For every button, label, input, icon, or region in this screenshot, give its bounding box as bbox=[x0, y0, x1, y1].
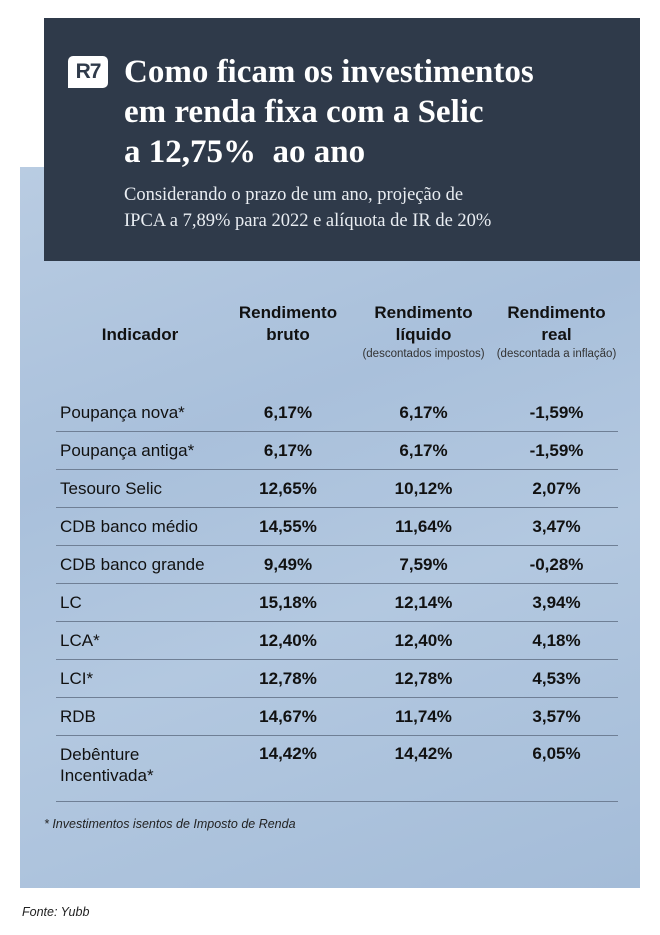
table-body: Poupança nova* 6,17% 6,17% -1,59% Poupança a… bbox=[56, 394, 618, 802]
table-row: CDB banco grande 9,49% 7,59% -0,28% bbox=[56, 545, 618, 584]
table-row: LCA* 12,40% 12,40% 4,18% bbox=[56, 621, 618, 660]
rendimento-bruto-cell: 9,49% bbox=[224, 545, 352, 584]
rendimento-bruto-cell: 12,40% bbox=[224, 621, 352, 660]
table-header-row: Indicador Rendimento bruto Rendimento lí… bbox=[56, 302, 618, 394]
indicator-name: LCA* bbox=[60, 631, 100, 650]
indicator-name-cell: Tesouro Selic bbox=[56, 469, 224, 508]
indicator-name: LCI* bbox=[60, 669, 94, 688]
page-subtitle: Considerando o prazo de um ano, projeção… bbox=[124, 182, 624, 234]
rendimento-liquido-cell: 12,14% bbox=[352, 583, 495, 622]
source-credit: Fonte: Yubb bbox=[22, 905, 90, 919]
rendimento-liquido-cell: 10,12% bbox=[352, 469, 495, 508]
subtitle-line: IPCA a 7,89% para 2022 e alíquota de IR … bbox=[124, 211, 492, 231]
indicator-name: LC bbox=[60, 593, 82, 612]
column-header-note: (descontados impostos) bbox=[362, 348, 485, 360]
footnote: * Investimentos isentos de Imposto de Re… bbox=[44, 817, 296, 831]
rendimento-bruto-cell: 15,18% bbox=[224, 583, 352, 622]
column-header-real: Rendimento real (descontada a inflação) bbox=[495, 302, 618, 394]
title-line: em renda fixa com a Selic bbox=[124, 94, 484, 130]
column-header-line: Indicador bbox=[101, 325, 179, 344]
rendimento-real-cell: 3,94% bbox=[495, 583, 618, 622]
rendimento-real-cell: 3,47% bbox=[495, 507, 618, 546]
column-header-line: Rendimento bbox=[374, 303, 473, 322]
title-line: Como ficam os investimentos bbox=[124, 54, 534, 90]
indicator-name-cell: Debênture Incentivada* bbox=[56, 735, 224, 802]
rendimento-real-cell: 6,05% bbox=[495, 735, 618, 802]
column-header-liquido: Rendimento líquido (descontados impostos… bbox=[352, 302, 495, 394]
rendimento-bruto-cell: 12,65% bbox=[224, 469, 352, 508]
rendimento-liquido-cell: 12,40% bbox=[352, 621, 495, 660]
indicator-name-cell: Poupança nova* bbox=[56, 394, 224, 432]
column-header-note: (descontada a inflação) bbox=[496, 348, 617, 360]
rendimento-bruto-cell: 14,42% bbox=[224, 735, 352, 802]
subtitle-line: Considerando o prazo de um ano, projeção… bbox=[124, 185, 464, 205]
indicator-name: Poupança nova* bbox=[60, 403, 185, 422]
indicator-name: Incentivada* bbox=[60, 766, 154, 785]
rendimento-liquido-cell: 11,74% bbox=[352, 697, 495, 736]
header-panel: R7 Como ficam os investimentos em renda … bbox=[44, 18, 640, 261]
rendimento-real-cell: 4,53% bbox=[495, 659, 618, 698]
indicator-name: RDB bbox=[60, 707, 96, 726]
indicator-name-cell: CDB banco médio bbox=[56, 507, 224, 546]
indicator-name: Debênture bbox=[60, 745, 140, 764]
title-line: a 12,75% ao ano bbox=[124, 134, 366, 170]
rendimento-bruto-cell: 12,78% bbox=[224, 659, 352, 698]
table-row: CDB banco médio 14,55% 11,64% 3,47% bbox=[56, 507, 618, 546]
rendimento-liquido-cell: 6,17% bbox=[352, 431, 495, 470]
r7-logo: R7 bbox=[68, 56, 108, 88]
indicator-name: CDB banco grande bbox=[60, 555, 205, 574]
column-header-line: bruto bbox=[266, 325, 310, 344]
rendimento-real-cell: 2,07% bbox=[495, 469, 618, 508]
indicator-name-cell: LC bbox=[56, 583, 224, 622]
table-row: Poupança nova* 6,17% 6,17% -1,59% bbox=[56, 394, 618, 432]
rendimento-bruto-cell: 6,17% bbox=[224, 394, 352, 432]
rendimento-real-cell: -1,59% bbox=[495, 394, 618, 432]
indicator-name: Tesouro Selic bbox=[60, 479, 163, 498]
investments-table: Indicador Rendimento bruto Rendimento lí… bbox=[56, 302, 618, 802]
table-row: Debênture Incentivada* 14,42% 14,42% 6,05% bbox=[56, 735, 618, 802]
column-header-bruto: Rendimento bruto bbox=[224, 302, 352, 394]
rendimento-liquido-cell: 6,17% bbox=[352, 394, 495, 432]
column-header-line: Rendimento bbox=[507, 303, 606, 322]
indicator-name-cell: CDB banco grande bbox=[56, 545, 224, 584]
table-row: Tesouro Selic 12,65% 10,12% 2,07% bbox=[56, 469, 618, 508]
indicator-name-cell: RDB bbox=[56, 697, 224, 736]
table-row: LC 15,18% 12,14% 3,94% bbox=[56, 583, 618, 622]
rendimento-liquido-cell: 7,59% bbox=[352, 545, 495, 584]
indicator-name-cell: LCI* bbox=[56, 659, 224, 698]
indicator-name-cell: LCA* bbox=[56, 621, 224, 660]
column-header-line: real bbox=[541, 325, 572, 344]
rendimento-bruto-cell: 14,67% bbox=[224, 697, 352, 736]
rendimento-liquido-cell: 14,42% bbox=[352, 735, 495, 802]
rendimento-liquido-cell: 11,64% bbox=[352, 507, 495, 546]
rendimento-real-cell: -0,28% bbox=[495, 545, 618, 584]
column-header-line: líquido bbox=[395, 325, 452, 344]
rendimento-bruto-cell: 6,17% bbox=[224, 431, 352, 470]
rendimento-real-cell: 4,18% bbox=[495, 621, 618, 660]
rendimento-liquido-cell: 12,78% bbox=[352, 659, 495, 698]
indicator-name: Poupança antiga* bbox=[60, 441, 195, 460]
indicator-name-cell: Poupança antiga* bbox=[56, 431, 224, 470]
page-title: Como ficam os investimentos em renda fix… bbox=[124, 52, 624, 172]
rendimento-bruto-cell: 14,55% bbox=[224, 507, 352, 546]
table-row: Poupança antiga* 6,17% 6,17% -1,59% bbox=[56, 431, 618, 470]
table-row: LCI* 12,78% 12,78% 4,53% bbox=[56, 659, 618, 698]
rendimento-real-cell: -1,59% bbox=[495, 431, 618, 470]
rendimento-real-cell: 3,57% bbox=[495, 697, 618, 736]
column-header-line: Rendimento bbox=[238, 303, 338, 322]
column-header-indicador: Indicador bbox=[56, 302, 224, 394]
indicator-name: CDB banco médio bbox=[60, 517, 198, 536]
table-row: RDB 14,67% 11,74% 3,57% bbox=[56, 697, 618, 736]
